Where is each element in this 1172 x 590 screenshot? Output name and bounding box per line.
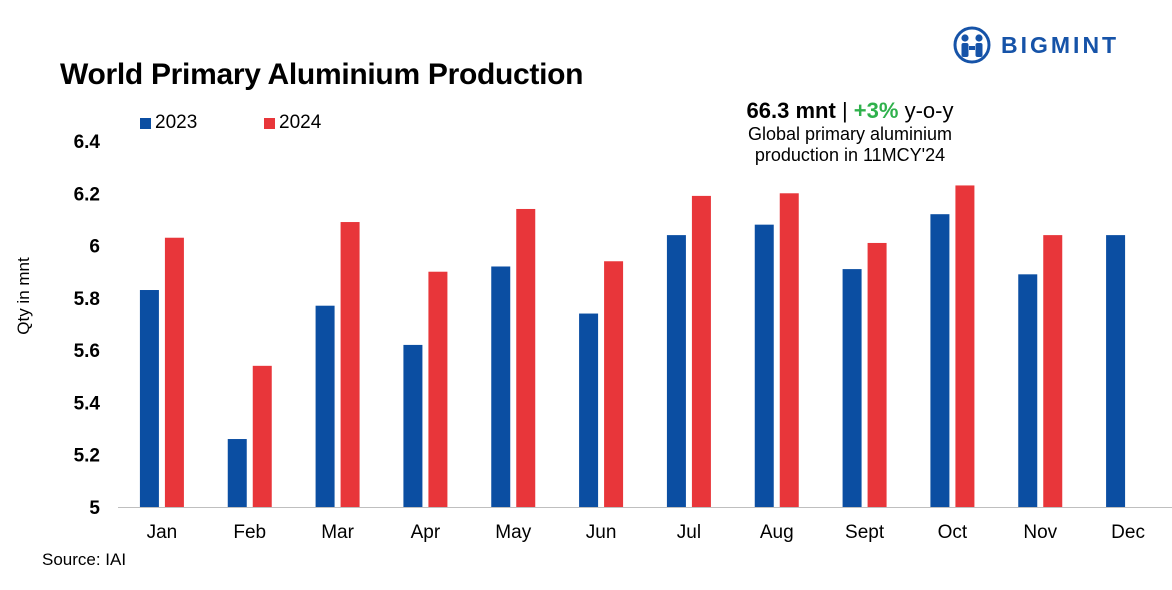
x-tick-label: Oct bbox=[938, 522, 968, 543]
brand-name: BIGMINT bbox=[1001, 31, 1120, 58]
bar-2024-may bbox=[516, 208, 536, 507]
x-tick-label: Jun bbox=[586, 522, 617, 543]
summary-change: +3% bbox=[853, 98, 899, 123]
x-tick-label: Feb bbox=[233, 522, 266, 543]
bar-2024-jun bbox=[604, 261, 624, 507]
summary-headline: 66.3 mnt | +3% y-o-y bbox=[700, 98, 1000, 124]
x-tick-label: Aug bbox=[760, 522, 794, 543]
people-circle-icon bbox=[953, 26, 991, 64]
bar-2024-nov bbox=[1043, 235, 1063, 507]
x-tick-label: Jul bbox=[677, 522, 701, 543]
legend-label-2023: 2023 bbox=[155, 112, 198, 133]
bar-2023-feb bbox=[227, 439, 247, 507]
y-tick-label: 5 bbox=[89, 498, 100, 519]
bar-2023-oct bbox=[930, 214, 950, 507]
y-tick-label: 5.8 bbox=[74, 289, 100, 310]
legend-swatch-2023 bbox=[140, 117, 151, 129]
source-note: Source: IAI bbox=[42, 550, 127, 569]
summary-line-3: production in 11MCY'24 bbox=[754, 145, 946, 165]
legend-item-2024: 2024 bbox=[264, 112, 321, 134]
bar-2023-jun bbox=[579, 313, 599, 507]
y-tick-label: 5.2 bbox=[74, 446, 100, 467]
bar-2024-apr bbox=[428, 271, 448, 507]
bar-2023-aug bbox=[754, 224, 774, 507]
legend-item-2023: 2023 bbox=[140, 112, 197, 134]
x-tick-label: Nov bbox=[1023, 522, 1057, 543]
x-tick-label: Jan bbox=[147, 522, 178, 543]
x-tick-label: Dec bbox=[1111, 522, 1145, 543]
bar-2023-jul bbox=[666, 235, 686, 507]
bar-2024-feb bbox=[252, 365, 272, 507]
x-tick-label: Mar bbox=[321, 522, 354, 543]
summary-separator: | bbox=[841, 98, 848, 123]
bar-2023-jan bbox=[139, 290, 159, 507]
y-tick-label: 6.4 bbox=[74, 132, 101, 153]
bar-2023-apr bbox=[403, 344, 423, 507]
bar-2024-aug bbox=[779, 193, 799, 508]
summary-change-suffix: y-o-y bbox=[904, 98, 954, 123]
y-tick-label: 6.2 bbox=[74, 184, 100, 205]
x-tick-label: May bbox=[495, 522, 531, 543]
summary-value: 66.3 mnt bbox=[746, 98, 836, 123]
summary-annotation: 66.3 mnt | +3% y-o-y Global primary alum… bbox=[700, 98, 1000, 166]
y-tick-label: 6 bbox=[89, 237, 100, 258]
bar-2023-dec bbox=[1106, 235, 1126, 507]
bar-2024-jul bbox=[691, 195, 711, 507]
y-tick-label: 5.4 bbox=[74, 393, 101, 414]
x-tick-label: Apr bbox=[411, 522, 441, 543]
bar-2023-nov bbox=[1018, 274, 1038, 507]
bar-2024-oct bbox=[955, 185, 975, 507]
bar-2023-mar bbox=[315, 305, 335, 507]
chart-title: World Primary Aluminium Production bbox=[60, 58, 584, 91]
legend-swatch-2024 bbox=[264, 117, 275, 129]
bar-2024-sept bbox=[867, 242, 887, 507]
bar-2023-may bbox=[491, 266, 511, 507]
legend-label-2024: 2024 bbox=[279, 112, 322, 133]
x-tick-label: Sept bbox=[845, 522, 885, 543]
bar-2024-mar bbox=[340, 222, 360, 508]
bar-2024-jan bbox=[164, 237, 184, 507]
brand-logo: BIGMINT bbox=[953, 26, 1119, 64]
bar-2023-sept bbox=[842, 269, 862, 507]
summary-line-2: Global primary aluminium bbox=[747, 124, 953, 144]
y-tick-label: 5.6 bbox=[74, 341, 100, 362]
